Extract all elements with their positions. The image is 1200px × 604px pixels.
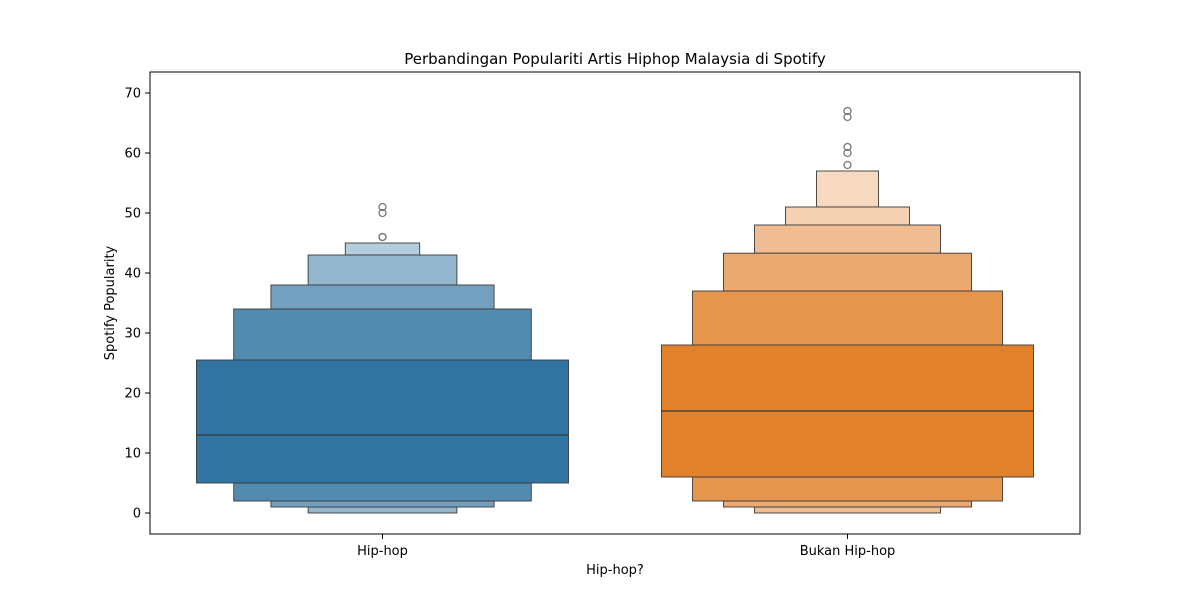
box-level-2-upper bbox=[692, 290, 1003, 346]
box-level-1-upper bbox=[196, 359, 569, 436]
y-tick-label: 70 bbox=[124, 87, 141, 102]
box-level-3-upper bbox=[270, 284, 495, 310]
y-tick-label: 10 bbox=[124, 447, 141, 462]
y-tick-label: 30 bbox=[124, 327, 141, 342]
box-level-5-upper bbox=[785, 206, 910, 226]
outlier-point bbox=[378, 202, 387, 212]
box-level-4-upper bbox=[307, 254, 458, 286]
y-axis-label: Spotify Popularity bbox=[103, 245, 118, 360]
outlier-point bbox=[843, 112, 852, 122]
box-level-3-upper bbox=[723, 252, 972, 292]
outlier-point bbox=[843, 148, 852, 158]
plot-frame bbox=[149, 71, 1081, 535]
y-tick-label: 20 bbox=[124, 387, 141, 402]
x-axis-label: Hip-hop? bbox=[586, 563, 644, 578]
box-level-1-lower bbox=[661, 410, 1034, 478]
x-tick-label: Bukan Hip-hop bbox=[800, 544, 896, 559]
series-hip-hop bbox=[196, 202, 569, 514]
x-tick-label: Hip-hop bbox=[357, 544, 408, 559]
axes: 0 10 20 30 40 50 60 70 Hip-hop Bukan Hip-hop bbox=[124, 71, 1081, 559]
series-bukan-hip-hop bbox=[661, 106, 1034, 514]
outlier-point bbox=[378, 232, 387, 242]
box-level-2-lower bbox=[233, 482, 532, 502]
box-level-1-upper bbox=[661, 344, 1034, 412]
box-level-4-upper bbox=[754, 224, 941, 254]
outlier-point bbox=[843, 106, 852, 116]
outlier-point bbox=[378, 208, 387, 218]
box-level-2-upper bbox=[233, 308, 532, 361]
outlier-point bbox=[843, 142, 852, 152]
box-level-6-upper bbox=[816, 170, 879, 208]
box-level-5-upper bbox=[344, 242, 421, 256]
box-level-3-lower bbox=[723, 500, 972, 508]
outlier-point bbox=[843, 160, 852, 170]
y-tick-label: 50 bbox=[124, 207, 141, 222]
chart-title: Perbandingan Populariti Artis Hiphop Mal… bbox=[404, 50, 826, 68]
plot-area bbox=[196, 106, 1034, 514]
y-tick-label: 0 bbox=[133, 507, 141, 522]
y-tick-label: 60 bbox=[124, 147, 141, 162]
y-tick-label: 40 bbox=[124, 267, 141, 282]
box-level-4-lower bbox=[754, 506, 941, 514]
box-level-4-lower bbox=[307, 506, 458, 514]
box-level-1-lower bbox=[196, 434, 569, 484]
box-level-3-lower bbox=[270, 500, 495, 508]
box-level-2-lower bbox=[692, 476, 1003, 502]
